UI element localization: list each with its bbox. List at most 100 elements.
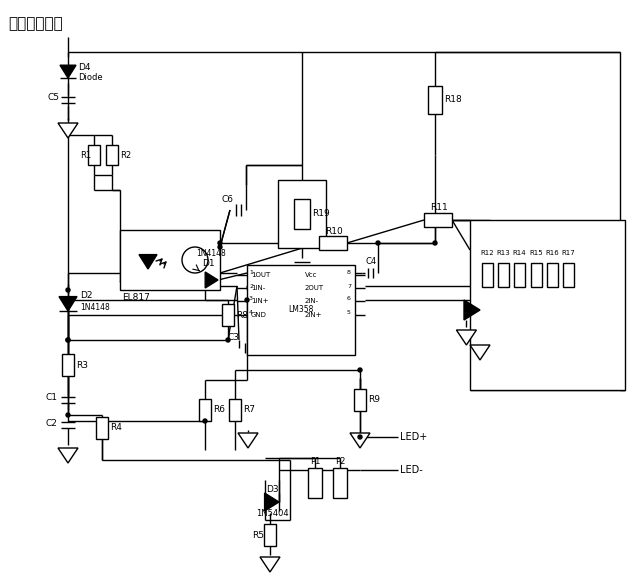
Text: LED+: LED+ <box>400 432 428 442</box>
Text: C6: C6 <box>222 195 234 205</box>
Bar <box>481 263 493 287</box>
Text: R6: R6 <box>213 406 225 414</box>
Text: R14: R14 <box>512 250 526 256</box>
Text: C2: C2 <box>46 418 58 428</box>
Bar <box>470 220 625 390</box>
Text: D2: D2 <box>80 290 93 299</box>
Polygon shape <box>456 330 476 345</box>
Bar <box>247 265 355 355</box>
Text: C4: C4 <box>365 256 376 266</box>
Circle shape <box>66 288 70 292</box>
Text: 8: 8 <box>347 271 351 275</box>
Text: D1: D1 <box>202 260 214 268</box>
Text: 1N4148: 1N4148 <box>196 249 226 259</box>
Text: 1IN-: 1IN- <box>251 285 265 291</box>
Text: R10: R10 <box>325 227 343 235</box>
Polygon shape <box>59 296 77 311</box>
Text: 1OUT: 1OUT <box>251 272 270 278</box>
Bar <box>333 468 347 498</box>
Text: 1N5404: 1N5404 <box>256 510 289 518</box>
Bar <box>354 389 366 411</box>
Text: R18: R18 <box>444 95 461 105</box>
Text: C5: C5 <box>48 94 60 102</box>
Text: R17: R17 <box>561 250 575 256</box>
Text: C3: C3 <box>227 333 239 343</box>
Circle shape <box>433 241 437 245</box>
Bar <box>120 230 220 290</box>
Text: C1: C1 <box>46 393 58 403</box>
Polygon shape <box>260 557 280 572</box>
Text: R5: R5 <box>252 530 264 540</box>
Text: EL817: EL817 <box>122 293 150 303</box>
Text: Diode: Diode <box>78 74 102 83</box>
Text: 7: 7 <box>347 284 351 289</box>
Text: 1IN+: 1IN+ <box>251 298 269 304</box>
Text: 5: 5 <box>347 310 351 315</box>
Text: 2OUT: 2OUT <box>305 285 324 291</box>
Text: 接变压器副边: 接变压器副边 <box>8 16 63 31</box>
Text: D4: D4 <box>78 63 90 73</box>
Text: 1N4148: 1N4148 <box>80 303 109 313</box>
Bar <box>308 468 322 498</box>
Bar <box>96 417 108 439</box>
Circle shape <box>182 247 208 273</box>
Text: R19: R19 <box>312 210 330 218</box>
Circle shape <box>218 245 222 249</box>
Bar <box>106 145 118 165</box>
Polygon shape <box>350 433 370 448</box>
Text: 2IN-: 2IN- <box>305 298 319 304</box>
Bar <box>563 263 573 287</box>
Circle shape <box>66 338 70 342</box>
Bar <box>319 236 347 250</box>
Text: LED-: LED- <box>400 465 423 475</box>
Text: R9: R9 <box>368 396 380 404</box>
Bar <box>199 399 211 421</box>
Text: R16: R16 <box>545 250 559 256</box>
Bar <box>229 399 241 421</box>
Text: R12: R12 <box>480 250 494 256</box>
Text: 3: 3 <box>249 296 253 302</box>
Text: 1: 1 <box>249 271 253 275</box>
Text: R7: R7 <box>243 406 255 414</box>
Circle shape <box>358 368 362 372</box>
Bar <box>513 263 525 287</box>
Text: 2: 2 <box>249 284 253 289</box>
Text: 4: 4 <box>249 310 253 315</box>
Text: TL431: TL431 <box>484 306 511 314</box>
Polygon shape <box>238 433 258 448</box>
Polygon shape <box>470 345 490 360</box>
Bar <box>278 180 326 248</box>
Text: 2IN+: 2IN+ <box>305 312 323 318</box>
Bar <box>264 524 276 546</box>
Polygon shape <box>58 123 78 138</box>
Polygon shape <box>205 272 218 288</box>
Text: R15: R15 <box>529 250 543 256</box>
Circle shape <box>226 338 230 342</box>
Circle shape <box>203 419 207 423</box>
Bar <box>222 304 234 326</box>
Text: GND: GND <box>251 312 267 318</box>
Bar <box>428 86 442 114</box>
Polygon shape <box>139 254 157 269</box>
Bar <box>547 263 557 287</box>
Circle shape <box>358 435 362 439</box>
Text: LM358: LM358 <box>288 306 314 314</box>
Circle shape <box>66 338 70 342</box>
Text: P2: P2 <box>335 457 345 467</box>
Bar <box>88 145 100 165</box>
Text: 6: 6 <box>347 296 351 302</box>
Text: R13: R13 <box>496 250 510 256</box>
Text: R11: R11 <box>430 203 448 213</box>
Bar <box>424 213 452 227</box>
Polygon shape <box>464 300 480 320</box>
Circle shape <box>66 413 70 417</box>
Text: R3: R3 <box>76 360 88 370</box>
Text: P1: P1 <box>310 457 320 467</box>
Text: R1: R1 <box>81 150 92 160</box>
Bar <box>531 263 541 287</box>
Circle shape <box>218 241 222 245</box>
Polygon shape <box>264 493 279 511</box>
Text: R2: R2 <box>120 150 131 160</box>
Bar <box>62 354 74 376</box>
Circle shape <box>376 241 380 245</box>
